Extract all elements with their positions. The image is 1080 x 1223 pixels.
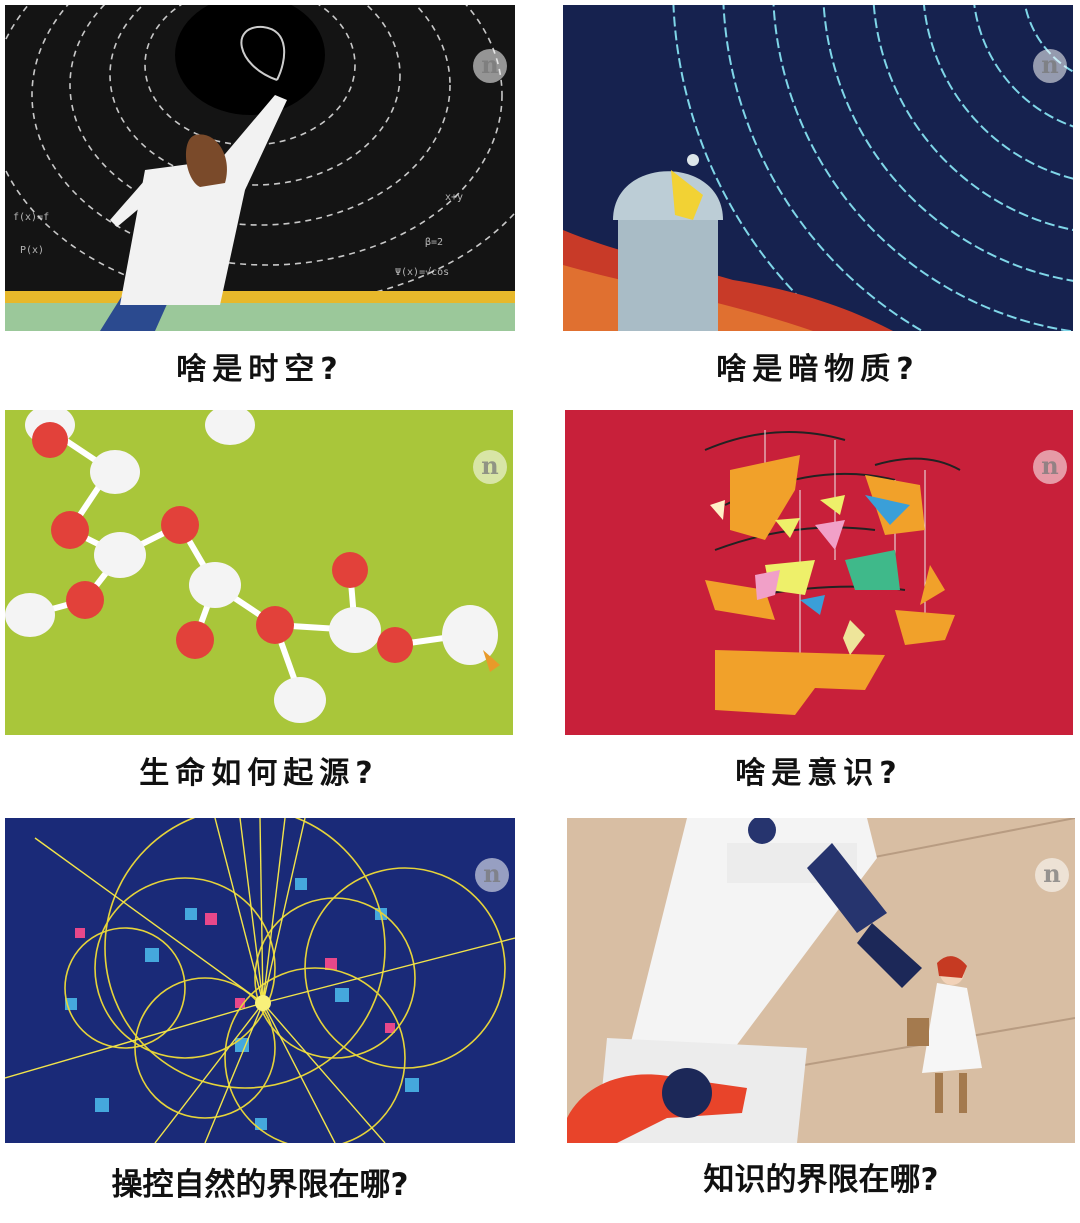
microscope-illustration	[567, 818, 1075, 1143]
svg-text:β=2: β=2	[425, 237, 443, 248]
nature-watermark-icon: n	[473, 450, 507, 484]
panel-spacetime: f(x)=f P(x) x+y β=2 Ψ(x)=√cos n	[5, 5, 515, 331]
caption-control-nature: 操控自然的界限在哪?	[111, 1167, 409, 1203]
consciousness-illustration	[565, 410, 1073, 735]
caption-consciousness: 啥是意识?	[735, 756, 903, 791]
nature-watermark-icon: n	[475, 858, 509, 892]
caption-limits-knowledge: 知识的界限在哪?	[703, 1162, 939, 1198]
caption-dark-matter: 啥是暗物质?	[716, 352, 920, 387]
svg-text:Ψ(x)=√cos: Ψ(x)=√cos	[395, 266, 449, 278]
dark-matter-illustration	[563, 5, 1073, 331]
svg-text:f(x)=f: f(x)=f	[13, 212, 49, 223]
molecule-illustration	[5, 410, 513, 735]
svg-text:x+y: x+y	[445, 192, 463, 203]
nature-watermark-icon: n	[1033, 450, 1067, 484]
nature-watermark-icon: n	[473, 49, 507, 83]
panel-dark-matter: n	[563, 5, 1073, 331]
panel-limits-knowledge: n	[567, 818, 1075, 1143]
panel-control-nature: n	[5, 818, 515, 1143]
nature-watermark-icon: n	[1033, 49, 1067, 83]
panel-origin-of-life: n	[5, 410, 513, 735]
panel-consciousness: n	[565, 410, 1073, 735]
svg-text:P(x): P(x)	[20, 245, 44, 256]
caption-origin-of-life: 生命如何起源?	[139, 756, 379, 791]
spacetime-illustration: f(x)=f P(x) x+y β=2 Ψ(x)=√cos	[5, 5, 515, 331]
nature-watermark-icon: n	[1035, 858, 1069, 892]
caption-spacetime: 啥是时空?	[176, 352, 344, 387]
particle-collision-illustration	[5, 818, 515, 1143]
